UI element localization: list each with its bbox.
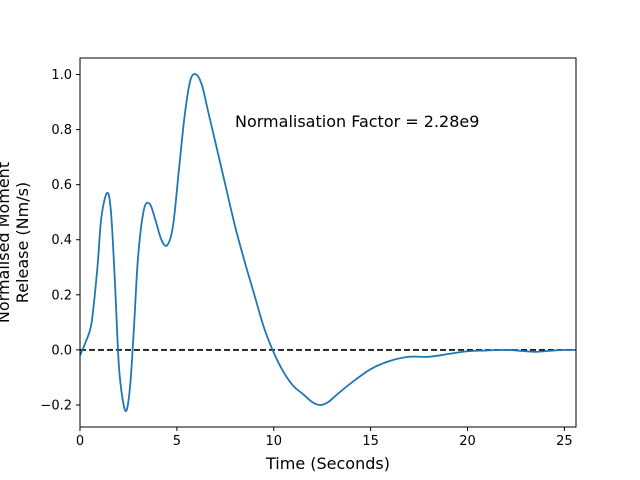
x-tick-label: 5: [173, 434, 181, 449]
y-tick-label: 0.2: [51, 288, 72, 303]
series-line-0: [80, 73, 576, 413]
y-tick-label: 0.0: [51, 343, 72, 358]
y-tick-label: 0.6: [51, 178, 72, 193]
plot-frame: [79, 57, 577, 428]
x-tick-label: 15: [362, 434, 379, 449]
x-tick-label: 0: [76, 434, 84, 449]
x-tick-label: 10: [265, 434, 282, 449]
y-axis-label-line-1: Normalised Moment: [0, 162, 13, 323]
x-tick-label: 25: [556, 434, 573, 449]
y-tick-label: 0.4: [51, 233, 72, 248]
x-axis-label: Time (Seconds): [265, 454, 390, 473]
y-axis-label-line-2: Release (Nm/s): [13, 182, 32, 303]
y-tick-label: −0.2: [40, 398, 72, 413]
y-tick-label: 1.0: [51, 68, 72, 83]
y-tick-label: 0.8: [51, 123, 72, 138]
x-tick-label: 20: [459, 434, 476, 449]
normalisation-factor-annotation: Normalisation Factor = 2.28e9: [235, 112, 479, 131]
